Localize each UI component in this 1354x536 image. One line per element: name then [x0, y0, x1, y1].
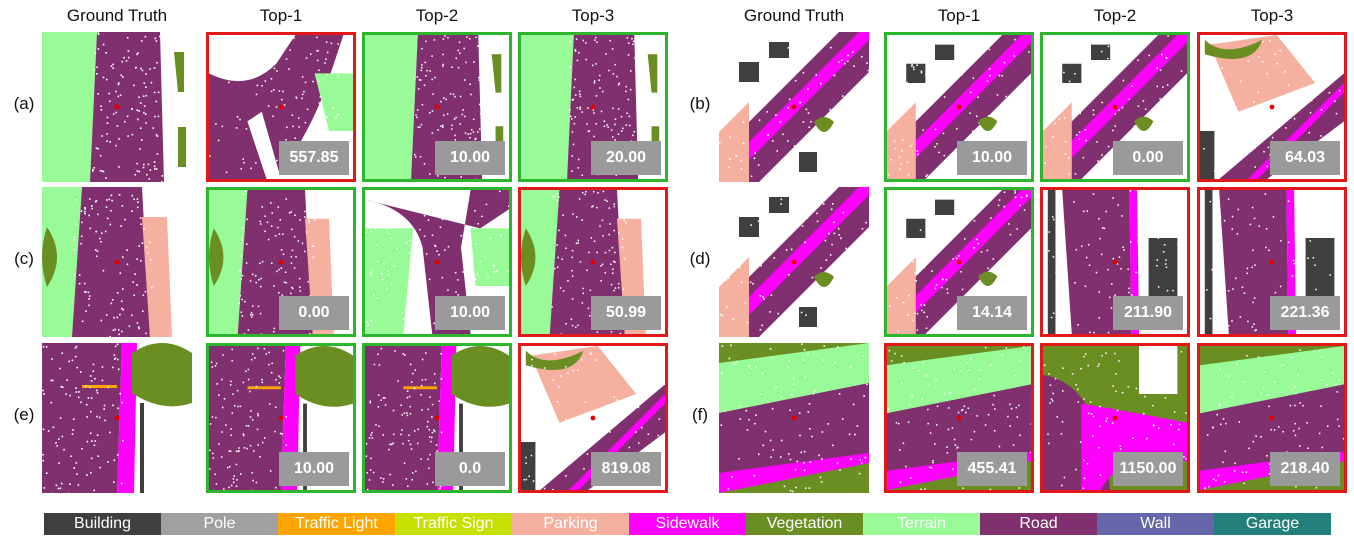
candidate-tile-top3: 50.99	[518, 187, 668, 337]
candidate-tile-top1: 10.00	[884, 32, 1034, 182]
header-top1-right: Top-1	[937, 6, 981, 25]
candidate-tile-top1: 455.41	[884, 343, 1034, 493]
score-label: 10.00	[279, 452, 349, 486]
score-label: 1150.00	[1113, 452, 1183, 486]
score-label: 221.36	[1270, 296, 1340, 330]
score-label: 10.00	[957, 141, 1027, 175]
score-label: 455.41	[957, 452, 1027, 486]
score-label: 10.00	[435, 141, 505, 175]
row-label: (a)	[13, 94, 35, 113]
point-cloud-map	[719, 343, 869, 493]
point-cloud-map	[42, 343, 192, 493]
candidate-tile-top2: 211.90	[1040, 187, 1190, 337]
class-legend: Building Pole Traffic Light Traffic Sign Par…	[44, 513, 1331, 535]
score-label: 211.90	[1113, 296, 1183, 330]
legend-item: Building	[44, 513, 161, 535]
legend-item: Traffic Sign	[395, 513, 512, 535]
point-cloud-map	[719, 32, 869, 182]
ground-truth-tile	[719, 343, 869, 493]
legend-item: Pole	[161, 513, 278, 535]
candidate-tile-top1: 0.00	[206, 187, 356, 337]
legend-item: Sidewalk	[629, 513, 746, 535]
score-label: 0.00	[279, 296, 349, 330]
header-top3-right: Top-3	[1250, 6, 1294, 25]
row-label: (e)	[13, 405, 35, 424]
header-ground-truth-right: Ground Truth	[743, 6, 845, 25]
legend-item: Wall	[1097, 513, 1214, 535]
candidate-tile-top3: 20.00	[518, 32, 668, 182]
point-cloud-map	[719, 187, 869, 337]
point-cloud-map	[887, 35, 1031, 179]
candidate-tile-top3: 221.36	[1197, 187, 1347, 337]
legend-item: Traffic Light	[278, 513, 395, 535]
header-ground-truth-left: Ground Truth	[66, 6, 168, 25]
candidate-tile-top1: 14.14	[884, 187, 1034, 337]
ground-truth-tile	[42, 343, 192, 493]
ground-truth-tile	[719, 32, 869, 182]
candidate-tile-top1: 557.85	[206, 32, 356, 182]
score-label: 218.40	[1270, 452, 1340, 486]
legend-item: Garage	[1214, 513, 1331, 535]
candidate-tile-top2: 10.00	[362, 187, 512, 337]
legend-item: Vegetation	[746, 513, 863, 535]
candidate-tile-top1: 10.00	[206, 343, 356, 493]
header-top2-right: Top-2	[1093, 6, 1137, 25]
legend-item: Parking	[512, 513, 629, 535]
score-label: 0.0	[435, 452, 505, 486]
point-cloud-map	[887, 190, 1031, 334]
header-top1-left: Top-1	[259, 6, 303, 25]
row-label: (c)	[14, 249, 34, 268]
row-label: (f)	[691, 405, 709, 424]
point-cloud-map	[42, 187, 172, 337]
candidate-tile-top2: 0.00	[1040, 32, 1190, 182]
header-top3-left: Top-3	[571, 6, 615, 25]
score-label: 50.99	[591, 296, 661, 330]
score-label: 10.00	[435, 296, 505, 330]
candidate-tile-top2: 10.00	[362, 32, 512, 182]
score-label: 14.14	[957, 296, 1027, 330]
row-label: (b)	[689, 94, 711, 113]
point-cloud-map	[1043, 35, 1187, 179]
ground-truth-tile	[719, 187, 869, 337]
ground-truth-tile	[42, 32, 192, 182]
score-label: 0.00	[1113, 141, 1183, 175]
header-top2-left: Top-2	[415, 6, 459, 25]
point-cloud-map	[42, 32, 186, 182]
candidate-tile-top2: 0.0	[362, 343, 512, 493]
candidate-tile-top3: 64.03	[1197, 32, 1347, 182]
score-label: 557.85	[279, 141, 349, 175]
score-label: 819.08	[591, 452, 661, 486]
legend-item: Road	[980, 513, 1097, 535]
legend-item: Terrain	[863, 513, 980, 535]
candidate-tile-top2: 1150.00	[1040, 343, 1190, 493]
candidate-tile-top3: 218.40	[1197, 343, 1347, 493]
row-label: (d)	[689, 249, 711, 268]
ground-truth-tile	[42, 187, 192, 337]
score-label: 20.00	[591, 141, 661, 175]
candidate-tile-top3: 819.08	[518, 343, 668, 493]
score-label: 64.03	[1270, 141, 1340, 175]
